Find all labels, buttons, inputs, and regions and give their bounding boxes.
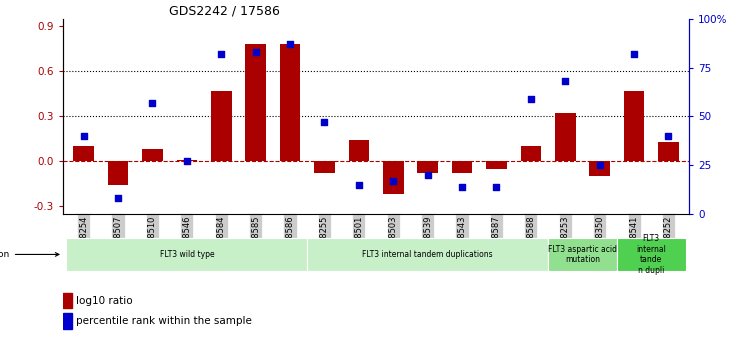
Point xyxy=(388,178,399,184)
Bar xyxy=(383,161,404,195)
Bar xyxy=(314,161,335,174)
Bar xyxy=(308,238,548,271)
Point xyxy=(181,158,193,164)
Bar xyxy=(417,161,438,174)
Bar xyxy=(279,45,300,161)
Text: FLT3 aspartic acid
mutation: FLT3 aspartic acid mutation xyxy=(548,245,617,264)
Point xyxy=(112,196,124,201)
Bar xyxy=(589,161,610,176)
Text: genotype/variation: genotype/variation xyxy=(0,250,59,259)
Bar xyxy=(348,140,369,161)
Bar xyxy=(245,45,266,161)
Bar xyxy=(211,91,231,161)
Bar xyxy=(658,142,679,161)
Bar xyxy=(486,161,507,169)
Point xyxy=(250,49,262,55)
Point xyxy=(422,172,433,178)
Point xyxy=(284,41,296,47)
Point xyxy=(491,184,502,189)
Bar xyxy=(63,293,73,308)
Bar xyxy=(555,114,576,161)
Bar xyxy=(452,161,472,174)
Point xyxy=(78,133,90,139)
Point xyxy=(353,182,365,187)
Text: percentile rank within the sample: percentile rank within the sample xyxy=(76,316,252,326)
Bar xyxy=(63,313,73,329)
Text: log10 ratio: log10 ratio xyxy=(76,296,133,306)
Text: FLT3 wild type: FLT3 wild type xyxy=(159,250,214,259)
Text: GDS2242 / 17586: GDS2242 / 17586 xyxy=(170,5,280,18)
Bar xyxy=(617,238,685,271)
Bar xyxy=(624,91,645,161)
Point xyxy=(662,133,674,139)
Point xyxy=(319,119,330,125)
Point xyxy=(559,79,571,84)
Bar xyxy=(67,238,308,271)
Point xyxy=(147,100,159,106)
Point xyxy=(216,51,227,57)
Bar xyxy=(548,238,617,271)
Bar xyxy=(142,149,163,161)
Point xyxy=(456,184,468,189)
Point xyxy=(525,96,536,102)
Bar xyxy=(73,146,94,161)
Text: FLT3
internal
tande
n dupli: FLT3 internal tande n dupli xyxy=(637,234,666,275)
Point xyxy=(594,162,605,168)
Text: FLT3 internal tandem duplications: FLT3 internal tandem duplications xyxy=(362,250,493,259)
Bar xyxy=(520,146,541,161)
Bar xyxy=(176,160,197,161)
Point xyxy=(628,51,640,57)
Bar xyxy=(107,161,128,185)
